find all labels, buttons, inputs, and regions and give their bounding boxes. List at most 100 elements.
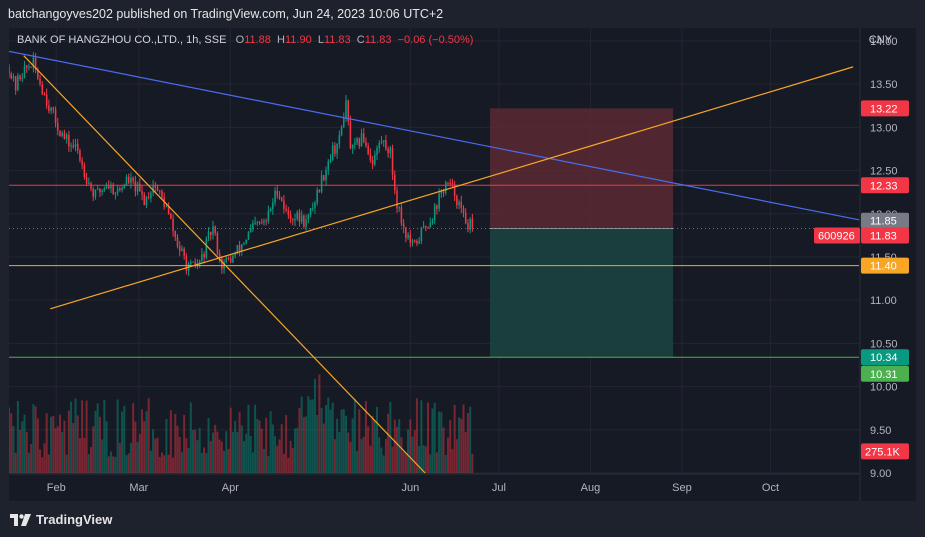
volume-bar-145 bbox=[329, 409, 332, 473]
volume-bar-149 bbox=[338, 432, 341, 473]
price-label-10-31: 10.31 bbox=[861, 365, 909, 382]
candle-177 bbox=[400, 203, 403, 227]
candle-2 bbox=[12, 73, 15, 82]
x-tick-oct: Oct bbox=[762, 482, 779, 494]
volume-bar-56 bbox=[132, 403, 135, 473]
candle-171 bbox=[387, 146, 389, 158]
candle-167 bbox=[378, 140, 381, 153]
close-value: 11.83 bbox=[364, 34, 392, 46]
candle-169 bbox=[382, 140, 385, 147]
volume-bar-117 bbox=[267, 455, 270, 473]
volume-bar-47 bbox=[112, 456, 115, 473]
chart-panel[interactable]: 14.0013.5013.0012.5012.0011.5011.0010.50… bbox=[9, 28, 916, 501]
candle-200 bbox=[451, 178, 454, 188]
volume-bar-90 bbox=[207, 418, 210, 473]
candle-27 bbox=[68, 130, 70, 152]
volume-bar-120 bbox=[274, 436, 277, 473]
candle-15 bbox=[41, 80, 44, 96]
volume-bar-11 bbox=[32, 404, 35, 473]
trendline-2[interactable] bbox=[50, 66, 854, 310]
y-tick-3: 12.50 bbox=[870, 166, 898, 178]
price-label-13-22: 13.22 bbox=[861, 100, 909, 117]
candle-116 bbox=[265, 218, 267, 226]
candle-65 bbox=[152, 179, 154, 197]
volume-bar-175 bbox=[395, 426, 398, 473]
candle-192 bbox=[433, 202, 436, 225]
candle-51 bbox=[121, 185, 123, 193]
candle-9 bbox=[28, 63, 30, 71]
candle-105 bbox=[241, 244, 243, 256]
volume-bar-22 bbox=[56, 426, 59, 473]
volume-bar-164 bbox=[371, 415, 374, 473]
candle-159 bbox=[360, 128, 363, 147]
candle-88 bbox=[203, 251, 205, 264]
volume-bar-157 bbox=[356, 451, 359, 473]
volume-bar-128 bbox=[291, 448, 294, 473]
volume-bar-178 bbox=[402, 452, 405, 473]
candle-41 bbox=[99, 187, 101, 197]
x-tick-feb: Feb bbox=[47, 482, 66, 494]
candle-147 bbox=[334, 142, 336, 157]
volume-bar-36 bbox=[87, 454, 90, 473]
volume-bar-59 bbox=[138, 433, 141, 473]
volume-bar-132 bbox=[300, 396, 303, 473]
candle-146 bbox=[331, 142, 334, 162]
x-tick-apr: Apr bbox=[222, 482, 239, 494]
candle-46 bbox=[110, 181, 112, 193]
candle-13 bbox=[37, 67, 39, 81]
tradingview-brand[interactable]: TradingView bbox=[10, 512, 112, 527]
candle-10 bbox=[30, 66, 32, 68]
x-tick-jun: Jun bbox=[402, 482, 420, 494]
y-tick-2: 13.00 bbox=[870, 122, 898, 134]
volume-bar-131 bbox=[298, 408, 301, 473]
open-value: 11.88 bbox=[244, 34, 271, 46]
volume-bar-124 bbox=[282, 453, 285, 473]
candle-62 bbox=[145, 195, 148, 209]
volume-bar-5 bbox=[19, 429, 22, 473]
volume-bar-121 bbox=[276, 445, 279, 473]
volume-bar-151 bbox=[342, 409, 345, 473]
volume-bar-102 bbox=[234, 420, 237, 473]
volume-bar-190 bbox=[429, 454, 432, 473]
candle-114 bbox=[260, 218, 263, 225]
low-value: 11.83 bbox=[323, 34, 351, 46]
candle-54 bbox=[127, 173, 130, 185]
volume-bar-68 bbox=[158, 457, 161, 473]
volume-bar-181 bbox=[409, 419, 412, 473]
candle-20 bbox=[52, 106, 55, 114]
volume-bar-81 bbox=[187, 447, 190, 473]
volume-bar-42 bbox=[101, 439, 104, 473]
volume-bar-165 bbox=[373, 420, 376, 473]
volume-bar-143 bbox=[325, 405, 328, 473]
volume-bar-78 bbox=[180, 452, 183, 473]
svg-text:13.22: 13.22 bbox=[870, 103, 898, 115]
volume-bar-73 bbox=[169, 410, 172, 473]
volume-bar-99 bbox=[227, 448, 230, 473]
candle-98 bbox=[225, 256, 228, 264]
trendline-1[interactable] bbox=[23, 55, 426, 474]
candle-48 bbox=[114, 191, 117, 200]
stop-loss-zone[interactable] bbox=[490, 108, 674, 229]
volume-bar-123 bbox=[280, 424, 283, 473]
candle-99 bbox=[227, 256, 230, 261]
volume-bar-122 bbox=[278, 439, 281, 473]
candle-153 bbox=[347, 99, 349, 126]
candle-47 bbox=[112, 182, 114, 196]
volume-bar-207 bbox=[466, 413, 469, 473]
open-label: O bbox=[235, 34, 245, 46]
candle-14 bbox=[39, 74, 41, 87]
price-label-11-85: 11.85 bbox=[861, 212, 909, 229]
volume-bar-1 bbox=[10, 413, 13, 473]
candle-95 bbox=[218, 249, 221, 263]
price-chart[interactable]: 14.0013.5013.0012.5012.0011.5011.0010.50… bbox=[9, 28, 916, 501]
candle-17 bbox=[45, 88, 48, 109]
volume-bar-6 bbox=[21, 421, 24, 473]
candles bbox=[9, 52, 474, 277]
volume-bar-30 bbox=[74, 398, 77, 473]
candle-63 bbox=[147, 192, 150, 200]
trendline-0[interactable] bbox=[9, 50, 860, 221]
volume-bar-106 bbox=[243, 441, 246, 473]
candle-40 bbox=[96, 185, 99, 191]
candle-182 bbox=[411, 238, 414, 247]
take-profit-zone[interactable] bbox=[490, 228, 674, 358]
